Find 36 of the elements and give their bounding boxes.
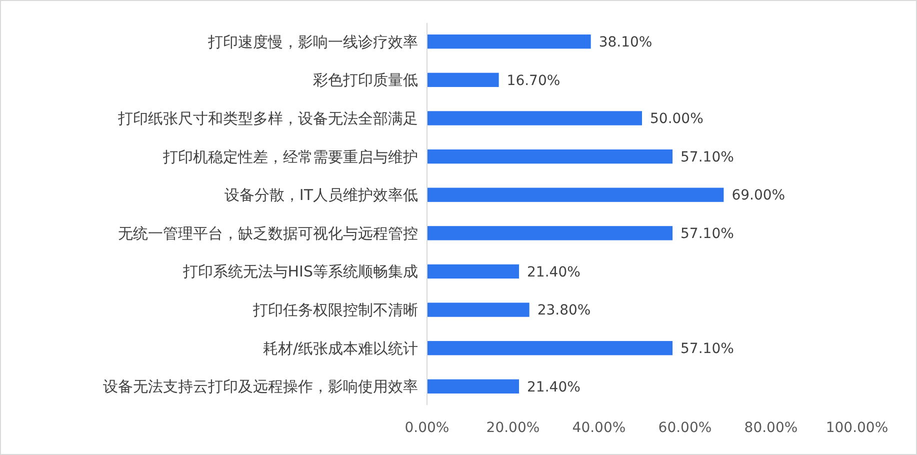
data-label: 57.10% — [680, 226, 734, 242]
x-tick-label: 60.00% — [658, 420, 712, 436]
y-tick-label: 打印速度慢，影响一线诊疗效率 — [207, 32, 418, 51]
x-tick-label: 100.00% — [826, 420, 888, 436]
bar — [427, 302, 530, 317]
data-label: 50.00% — [650, 111, 704, 128]
bar — [427, 341, 673, 356]
data-label: 16.70% — [506, 72, 560, 89]
bar — [427, 188, 724, 202]
y-tick-label: 打印纸张尺寸和类型多样，设备无法全部满足 — [117, 109, 418, 128]
y-tick-label: 无统一管理平台，缺乏数据可视化与远程管控 — [118, 224, 418, 242]
bar — [427, 149, 673, 164]
bar — [427, 379, 520, 394]
y-tick-label: 打印机稳定性差，经常需要重启与维护 — [162, 148, 418, 166]
bar — [427, 226, 673, 240]
bar — [427, 34, 591, 49]
bar — [427, 72, 499, 87]
x-tick-label: 80.00% — [744, 420, 798, 436]
data-label: 38.10% — [598, 34, 652, 50]
data-label: 57.10% — [680, 149, 734, 166]
y-tick-label: 耗材/纸张成本难以统计 — [262, 339, 418, 358]
x-tick-label: 20.00% — [486, 420, 540, 436]
data-label: 57.10% — [680, 341, 734, 357]
y-tick-label: 打印任务权限控制不清晰 — [252, 301, 418, 320]
data-label: 21.40% — [527, 379, 580, 396]
data-label: 23.80% — [537, 302, 591, 319]
data-label: 69.00% — [732, 188, 786, 204]
data-label: 21.40% — [527, 264, 580, 280]
y-tick-label: 打印系统无法与HIS等系统顺畅集成 — [182, 262, 418, 281]
y-tick-label: 彩色打印质量低 — [313, 71, 418, 90]
y-tick-label: 设备分散，IT人员维护效率低 — [224, 186, 418, 204]
y-tick-label: 设备无法支持云打印及远程操作，影响使用效率 — [103, 378, 418, 396]
x-tick-label: 40.00% — [572, 420, 626, 436]
x-tick-label: 0.00% — [404, 420, 450, 436]
bar — [427, 111, 642, 126]
bar — [427, 264, 520, 279]
